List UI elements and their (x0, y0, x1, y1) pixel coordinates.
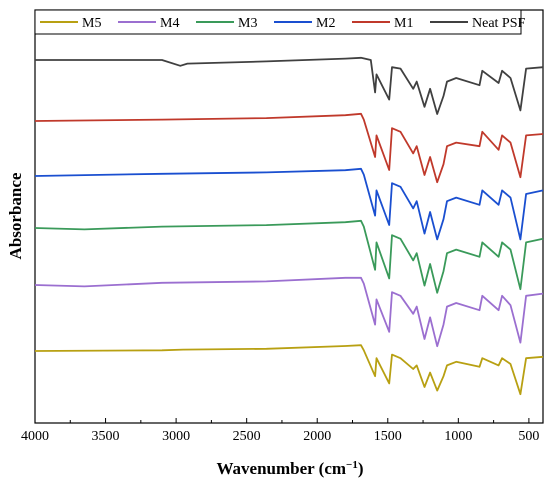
x-tick-label: 1000 (444, 429, 472, 444)
x-tick-label: 500 (518, 429, 539, 444)
x-tick-label: 3500 (92, 429, 120, 444)
x-tick-label: 2000 (303, 429, 331, 444)
x-axis-title-closing: ) (358, 459, 364, 478)
x-tick-label: 3000 (162, 429, 190, 444)
y-axis-title: Absorbance (6, 172, 25, 259)
x-tick-label: 4000 (21, 429, 49, 444)
x-axis-ticks: 4000 3500 3000 2500 2000 1500 1000 500 (21, 418, 539, 444)
series-line-neat-psf (35, 56, 544, 115)
legend-label-m3: M3 (238, 16, 257, 31)
plot-frame (34, 9, 544, 424)
x-axis-title-superscript: −1 (346, 459, 358, 471)
legend-label-neat-psf: Neat PSF (472, 16, 526, 31)
series-line-m5 (34, 344, 544, 396)
legend-label-m1: M1 (394, 16, 413, 31)
x-tick-label: 2500 (233, 429, 261, 444)
series-line-m4 (34, 276, 544, 348)
legend-label-m4: M4 (160, 16, 179, 31)
x-axis-title: Wavenumber (cm−1) (217, 459, 364, 478)
x-tick-label: 1500 (374, 429, 402, 444)
series-line-m1 (34, 112, 544, 184)
legend-label-m5: M5 (82, 16, 101, 31)
legend-label-m2: M2 (316, 16, 335, 31)
legend: M5 M4 M3 M2 M1 Neat PSF (34, 9, 526, 35)
series-layer (34, 56, 544, 396)
series-line-m2 (34, 167, 544, 241)
series-line-m3 (34, 219, 544, 294)
